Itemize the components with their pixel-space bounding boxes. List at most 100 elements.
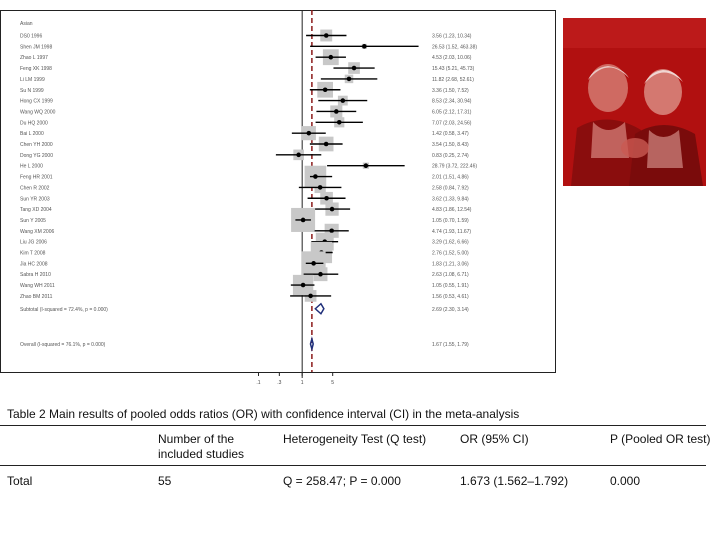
study-point: [323, 33, 329, 38]
study-label: Tang XD 2004: [20, 207, 52, 213]
study-label: Feng HR 2001: [20, 175, 53, 181]
study-ci-label: 2.76 (1.52, 5.00): [432, 251, 469, 257]
axis-tick-label: 1: [301, 380, 304, 386]
study-label: Sun Y 2005: [20, 218, 46, 224]
study-ci-label: 28.79 (3.72, 222.46): [432, 164, 477, 170]
study-label: Wang WH 2011: [20, 283, 55, 289]
study-label: Wang XM 2006: [20, 229, 54, 235]
axis-tick-label: .1: [256, 380, 260, 386]
study-point: [329, 228, 334, 234]
study-label: Li LM 1999: [20, 77, 45, 83]
study-ci-label: 1.05 (0.70, 1.59): [432, 218, 469, 224]
study-point: [296, 152, 301, 158]
study-point: [323, 141, 329, 147]
study-ci-label: 1.42 (0.58, 3.47): [432, 131, 469, 137]
subtotal-diamond: [314, 302, 325, 315]
study-point: [328, 54, 334, 60]
group-label: Asian: [20, 21, 33, 27]
study-ci-label: 2.58 (0.84, 7.92): [432, 185, 469, 191]
study-ci-label: 2.01 (1.51, 4.86): [432, 175, 469, 181]
study-point: [346, 76, 352, 82]
study-ci-label: 6.05 (2.12, 17.31): [432, 109, 472, 115]
axis-tick-label: 5: [331, 380, 334, 386]
study-ci-label: 1.83 (1.21, 3.06): [432, 261, 469, 267]
study-label: Hong CX 1999: [20, 99, 53, 105]
study-ci-label: 7.07 (2.03, 24.56): [432, 120, 472, 126]
header-or-ci: OR (95% CI): [460, 432, 529, 446]
study-point: [340, 98, 346, 103]
study-ci-label: 3.29 (1.62, 6.66): [432, 240, 469, 246]
axis-tick-label: .3: [277, 380, 281, 386]
study-label: Wang WQ 2000: [20, 109, 56, 115]
study-label: Sun YR 2003: [20, 196, 50, 202]
table-mid-rule: [0, 465, 706, 466]
subtotal-ci-label: 2.69 (2.30, 3.14): [432, 307, 469, 313]
overall-ci-label: 1.67 (1.55, 1.79): [432, 342, 469, 348]
study-label: Chen YH 2000: [20, 142, 53, 148]
study-ci-label: 8.53 (2.34, 30.94): [432, 99, 472, 105]
subtotal-label: Subtotal (I-squared = 72.4%, p = 0.000): [20, 307, 108, 313]
cell-number: 55: [158, 474, 172, 488]
header-heterogeneity: Heterogeneity Test (Q test): [283, 432, 427, 446]
study-point: [324, 195, 329, 201]
study-label: Sabra H 2010: [20, 272, 51, 278]
study-label: Feng XK 1998: [20, 66, 52, 72]
study-label: Dong YG 2000: [20, 153, 53, 159]
study-ci-label: 3.56 (1.23, 10.34): [432, 34, 472, 40]
row-label: Total: [7, 474, 33, 488]
plot-frame: [0, 10, 556, 373]
header-p-pooled: P (Pooled OR test): [610, 432, 711, 446]
study-point: [322, 87, 328, 93]
study-point: [311, 261, 316, 266]
cell-or-ci: 1.673 (1.562–1.792): [460, 474, 569, 488]
study-label: Zhao L 1997: [20, 55, 48, 61]
study-ci-label: 15.43 (5.21, 45.73): [432, 66, 475, 72]
study-point: [300, 282, 306, 288]
study-ci-label: 1.05 (0.55, 1.91): [432, 283, 469, 289]
study-label: Bai L 2000: [20, 131, 44, 137]
study-point: [363, 163, 369, 168]
study-point: [351, 65, 357, 71]
study-ci-label: 4.53 (2.03, 10.06): [432, 55, 472, 61]
study-point: [318, 271, 323, 277]
study-ci-label: 11.82 (2.68, 52.61): [432, 77, 474, 83]
study-point: [317, 185, 323, 190]
study-label: Kim T 2008: [20, 251, 46, 257]
study-ci-label: 4.74 (1.93, 11.67): [432, 229, 471, 235]
study-ci-label: 3.36 (1.50, 7.52): [432, 88, 469, 94]
study-label: Jia HC 2008: [20, 261, 48, 267]
study-point: [313, 174, 318, 179]
study-label: He L 2000: [20, 164, 43, 170]
study-ci-label: 0.83 (0.25, 2.74): [432, 153, 469, 159]
table-top-rule: [0, 425, 706, 426]
study-label: Liu JG 2006: [20, 240, 47, 246]
study-label: Shen JM 1998: [20, 44, 52, 50]
study-ci-label: 4.83 (1.86, 12.54): [432, 207, 472, 213]
study-point: [300, 217, 306, 223]
study-point: [336, 120, 342, 125]
study-point: [306, 130, 312, 136]
study-point: [329, 206, 335, 212]
study-point: [334, 109, 339, 114]
overall-diamond: [309, 336, 314, 352]
study-point: [308, 293, 313, 299]
photo-elderly-couple: [563, 18, 706, 186]
elderly-couple-photo-icon: [563, 18, 706, 186]
study-label: Zhao BM 2011: [20, 294, 53, 300]
study-ci-label: 26.53 (1.52, 463.38): [432, 44, 477, 50]
overall-label: Overall (I-squared = 76.1%, p = 0.000): [20, 342, 106, 348]
study-label: Du HQ 2000: [20, 120, 48, 126]
study-ci-label: 1.56 (0.53, 4.61): [432, 294, 469, 300]
study-label: DS0 1996: [20, 34, 42, 40]
study-ci-label: 2.63 (1.08, 6.71): [432, 272, 469, 278]
study-label: Chen R 2002: [20, 185, 50, 191]
study-point: [362, 44, 367, 49]
study-label: Su N 1999: [20, 88, 44, 94]
cell-q-test: Q = 258.47; P = 0.000: [283, 474, 401, 488]
study-ci-label: 3.62 (1.33, 9.84): [432, 196, 469, 202]
cell-p-value: 0.000: [610, 474, 641, 488]
study-ci-label: 3.54 (1.50, 8.43): [432, 142, 469, 148]
header-number-of-studies: Number of the included studies: [158, 432, 245, 461]
table-caption: Table 2 Main results of pooled odds rati…: [7, 407, 520, 421]
forest-plot: .1 .3 1 5 Asian DS0 1996 3.56 (1.23, 10.34) She…: [0, 10, 556, 386]
